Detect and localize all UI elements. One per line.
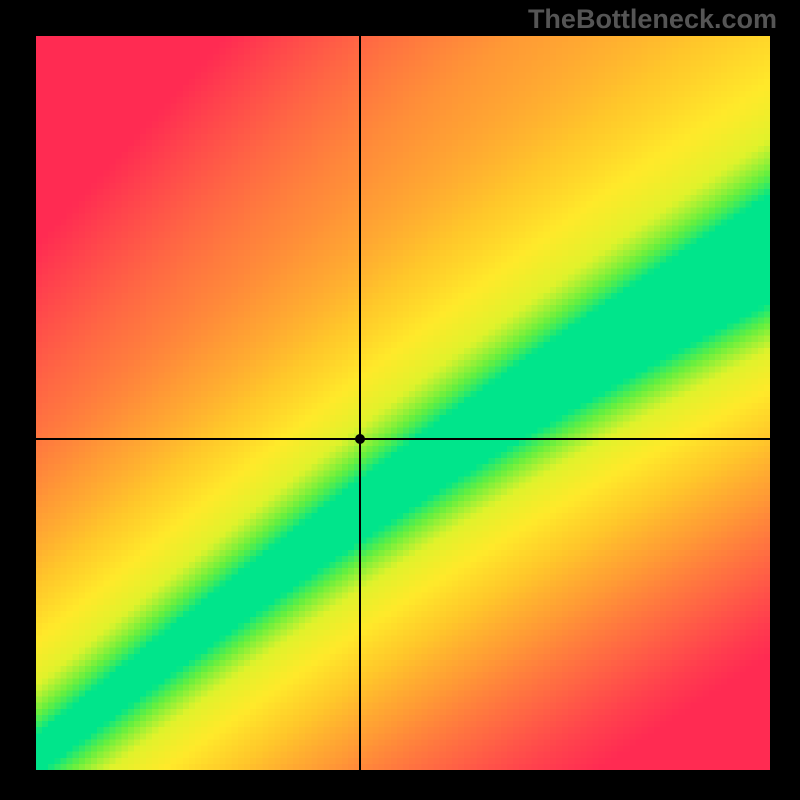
plot-area xyxy=(36,36,770,770)
watermark-text: TheBottleneck.com xyxy=(528,4,777,35)
bottleneck-heatmap xyxy=(36,36,770,770)
chart-root: TheBottleneck.com xyxy=(0,0,800,800)
